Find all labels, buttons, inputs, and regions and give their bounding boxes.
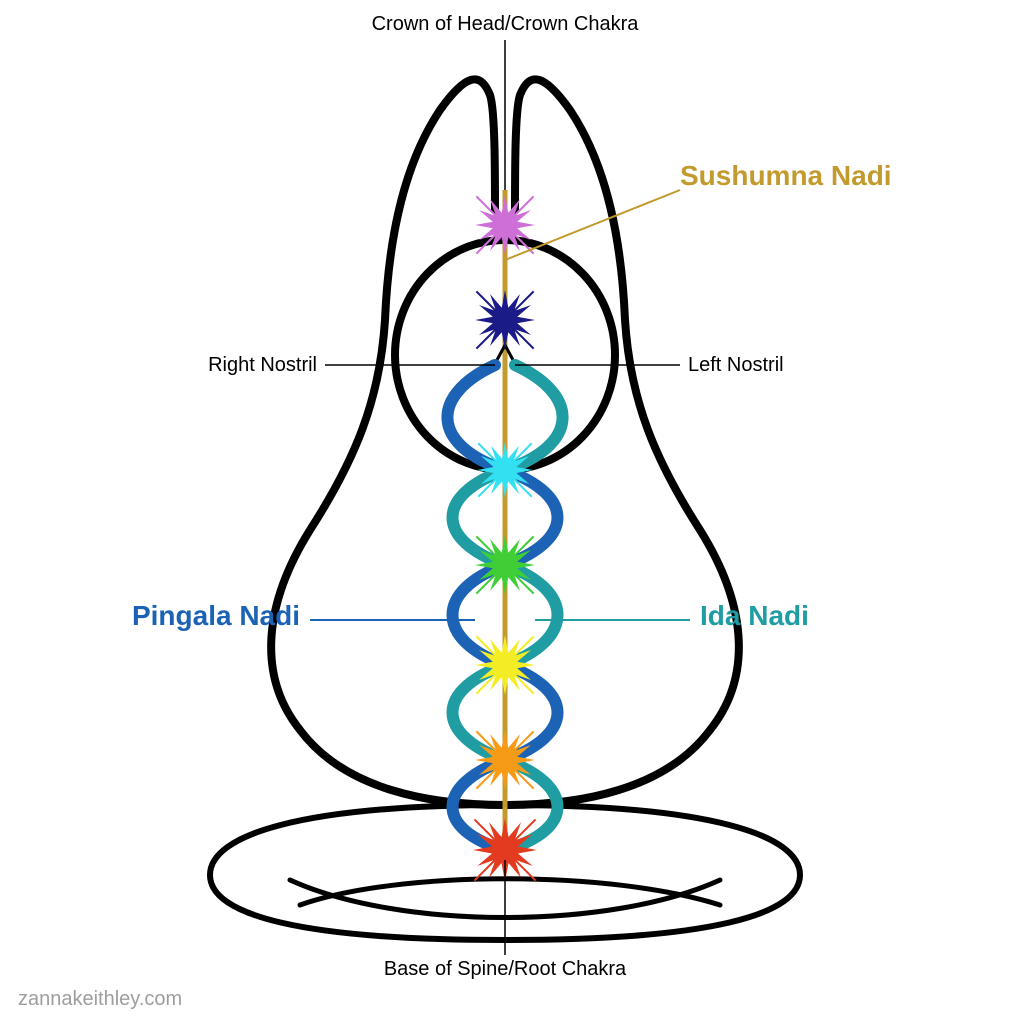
chakra-sacral	[475, 730, 535, 790]
label-crown: Crown of Head/Crown Chakra	[372, 13, 640, 35]
label-sushumna: Sushumna Nadi	[680, 160, 892, 191]
leader-lines	[310, 40, 690, 955]
nadi-diagram: Crown of Head/Crown Chakra Base of Spine…	[0, 0, 1024, 1024]
label-right-nostril: Right Nostril	[208, 354, 317, 376]
chakra-heart	[475, 535, 535, 595]
watermark: zannakeithley.com	[18, 988, 182, 1010]
label-ida: Ida Nadi	[700, 600, 809, 631]
chakra-crown	[475, 195, 535, 255]
chakra-third-eye	[475, 290, 535, 350]
label-pingala: Pingala Nadi	[132, 600, 300, 631]
label-left-nostril: Left Nostril	[688, 354, 784, 376]
chakras-group	[473, 195, 537, 882]
label-root: Base of Spine/Root Chakra	[384, 958, 627, 980]
chakra-solar-plexus	[475, 635, 535, 695]
chakra-throat	[477, 442, 533, 498]
